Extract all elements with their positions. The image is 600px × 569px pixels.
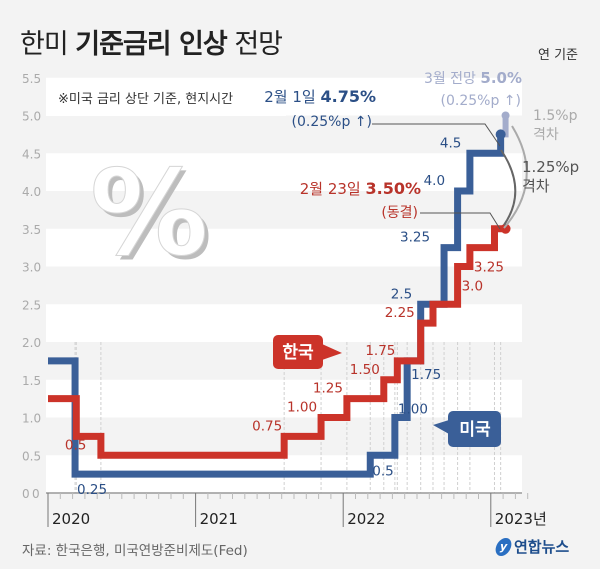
- us-step-label: 4.0: [424, 173, 445, 189]
- y-tick-label: 0.5: [22, 449, 41, 463]
- korea-step-label: 1.25: [313, 381, 343, 397]
- y-tick-label: 4.5: [22, 147, 41, 161]
- svg-text:%: %: [90, 144, 208, 282]
- gap-forecast-value: 1.5%p: [533, 108, 578, 124]
- y-tick-label: 0: [22, 487, 30, 501]
- y-tick-label: 2.5: [22, 298, 41, 312]
- y-tick-label: 2.0: [22, 336, 41, 350]
- us-leader-line: [372, 123, 501, 147]
- gap-current-value: 1.25%p: [522, 158, 579, 176]
- korea-step-label: 3.0: [462, 279, 483, 295]
- title-prefix: 한미: [20, 29, 69, 60]
- note-box: [46, 79, 286, 116]
- title-suffix: 전망: [234, 29, 283, 60]
- basis-label: 연 기준: [538, 48, 579, 63]
- us-step-label: 1.00: [398, 402, 428, 418]
- y-tick-label: 5.5: [22, 72, 41, 86]
- gap-current-arc: [500, 149, 517, 226]
- y-tick-label: 1.5: [22, 374, 41, 388]
- logo-text: 연합뉴스: [514, 538, 570, 556]
- series-lines: [48, 111, 511, 478]
- band: [46, 191, 522, 229]
- yonhap-logo-icon: y: [493, 537, 514, 556]
- korea-step-label: 1.50: [350, 362, 380, 378]
- us-step-label: 0.5: [372, 463, 393, 479]
- yonhap-logo: y 연합뉴스: [493, 536, 570, 557]
- x-tick-label: 2021: [200, 510, 238, 528]
- us-latest-point: [495, 129, 506, 140]
- korea-step-label: 1.00: [287, 400, 317, 416]
- us-forecast-annotation: 3월 전망 5.0%: [424, 69, 522, 87]
- korea-step-label: 0.75: [252, 418, 282, 434]
- korea-latest-change: (동결): [381, 205, 418, 221]
- y-tick-label: 3.5: [22, 223, 41, 237]
- page-title: 한미 기준금리 인상 전망: [20, 22, 283, 61]
- us-step-label: 1.75: [411, 367, 441, 383]
- korea-step-label: 1.75: [365, 343, 395, 359]
- us-callout: 미국: [433, 411, 501, 447]
- band: [46, 115, 522, 154]
- korea-latest-point: [500, 223, 511, 234]
- svg-text:%: %: [94, 148, 212, 286]
- us-forecast-point: [501, 111, 510, 120]
- x-tick-label: 2023년: [495, 510, 547, 528]
- korea-callout: 한국: [273, 335, 342, 369]
- us-latest-annotation: 2월 1일 4.75%: [264, 87, 376, 106]
- korea-rate-line: [48, 225, 506, 459]
- percent-icon: % %: [90, 144, 213, 287]
- gap-current-label: 격차: [522, 177, 550, 195]
- source-text: 자료: 한국은행, 미국연방준비제도(Fed): [22, 543, 248, 559]
- us-callout-label: 미국: [459, 420, 491, 440]
- korea-step-label: 3.25: [474, 260, 504, 276]
- us-step-label: 3.25: [400, 230, 430, 246]
- us-step-label: 0.25: [77, 482, 107, 498]
- korea-latest-annotation: 2월 23일 3.50%: [300, 179, 421, 198]
- korea-step-label: 0.5: [65, 437, 86, 453]
- y-axis: 0 0.5 1.0 1.5 2.0 2.5 3.0 3.5 4.0 4.5 5.0 5.5: [22, 72, 41, 501]
- gap-forecast-arc: [503, 125, 528, 229]
- korea-leader-line: [420, 212, 501, 230]
- y-tick-label: 4.0: [22, 185, 41, 199]
- us-latest-change: (0.25%p ↑): [292, 114, 372, 130]
- gap-forecast-label: 격차: [533, 127, 559, 143]
- y-tick-label: 1.0: [22, 412, 41, 426]
- x-axis: 2020 2021 2022 2023년 0: [32, 487, 547, 528]
- us-step-label: 4.5: [440, 135, 461, 151]
- note-text: ※미국 금리 상단 기준, 현지시간: [58, 92, 233, 107]
- korea-callout-label: 한국: [282, 343, 314, 363]
- title-bold: 기준금리 인상: [75, 29, 227, 60]
- y-tick-label: 5.0: [22, 110, 41, 124]
- step-labels: 0.25 0.5 1.00 1.75 2.5 3.25 4.0 4.5 0.5 0.75 1.00 1…: [65, 135, 504, 498]
- x-tick-label: 2022: [347, 510, 385, 528]
- korea-step-label: 2.25: [385, 305, 415, 321]
- y-zero-label: 0: [32, 487, 40, 501]
- x-tick-label: 2020: [52, 510, 90, 528]
- us-step-label: 2.5: [391, 286, 412, 302]
- band: [46, 153, 522, 191]
- y-tick-label: 3.0: [22, 261, 41, 275]
- us-forecast-change: (0.25%p ↑): [441, 93, 521, 109]
